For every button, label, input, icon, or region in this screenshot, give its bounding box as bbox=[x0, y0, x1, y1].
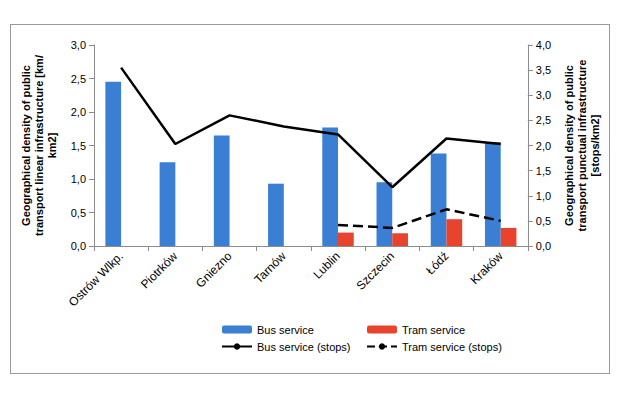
svg-text:[stops/km2]: [stops/km2] bbox=[589, 114, 601, 176]
svg-text:Kraków: Kraków bbox=[467, 249, 505, 287]
svg-text:1,5: 1,5 bbox=[536, 165, 551, 177]
svg-text:transport linear infrastructur: transport linear infrastructure [km/ bbox=[33, 55, 45, 236]
svg-text:Geographical density of public: Geographical density of public bbox=[563, 65, 575, 226]
svg-text:km2]: km2] bbox=[46, 132, 58, 158]
svg-text:Tarnów: Tarnów bbox=[252, 249, 289, 286]
svg-text:1,0: 1,0 bbox=[71, 173, 86, 185]
svg-text:1,0: 1,0 bbox=[536, 190, 551, 202]
svg-text:0,5: 0,5 bbox=[536, 215, 551, 227]
svg-text:Lublin: Lublin bbox=[310, 249, 343, 282]
svg-text:1,5: 1,5 bbox=[71, 140, 86, 152]
svg-text:transport punctual infrastruct: transport punctual infrastructure bbox=[576, 60, 588, 232]
svg-text:2,5: 2,5 bbox=[536, 114, 551, 126]
svg-text:0,0: 0,0 bbox=[536, 240, 551, 252]
svg-text:Tram service: Tram service bbox=[402, 324, 465, 336]
svg-text:3,0: 3,0 bbox=[71, 39, 86, 51]
svg-text:Ostrów Wlkp.: Ostrów Wlkp. bbox=[66, 249, 126, 309]
svg-text:0,5: 0,5 bbox=[71, 207, 86, 219]
svg-text:Bus service (stops): Bus service (stops) bbox=[257, 341, 351, 353]
svg-text:Łódź: Łódź bbox=[423, 249, 451, 277]
svg-text:2,0: 2,0 bbox=[71, 106, 86, 118]
svg-text:2,0: 2,0 bbox=[536, 140, 551, 152]
svg-text:Szczecin: Szczecin bbox=[353, 249, 397, 293]
svg-text:Geographical density of public: Geographical density of public bbox=[20, 65, 32, 226]
svg-text:3,5: 3,5 bbox=[536, 64, 551, 76]
svg-text:2,5: 2,5 bbox=[71, 73, 86, 85]
svg-text:3,0: 3,0 bbox=[536, 89, 551, 101]
svg-text:4,0: 4,0 bbox=[536, 39, 551, 51]
svg-text:Bus service: Bus service bbox=[257, 324, 314, 336]
svg-text:Piotrków: Piotrków bbox=[138, 249, 181, 292]
svg-text:Tram service (stops): Tram service (stops) bbox=[402, 341, 502, 353]
svg-text:Gniezno: Gniezno bbox=[193, 249, 235, 291]
svg-text:0,0: 0,0 bbox=[71, 240, 86, 252]
